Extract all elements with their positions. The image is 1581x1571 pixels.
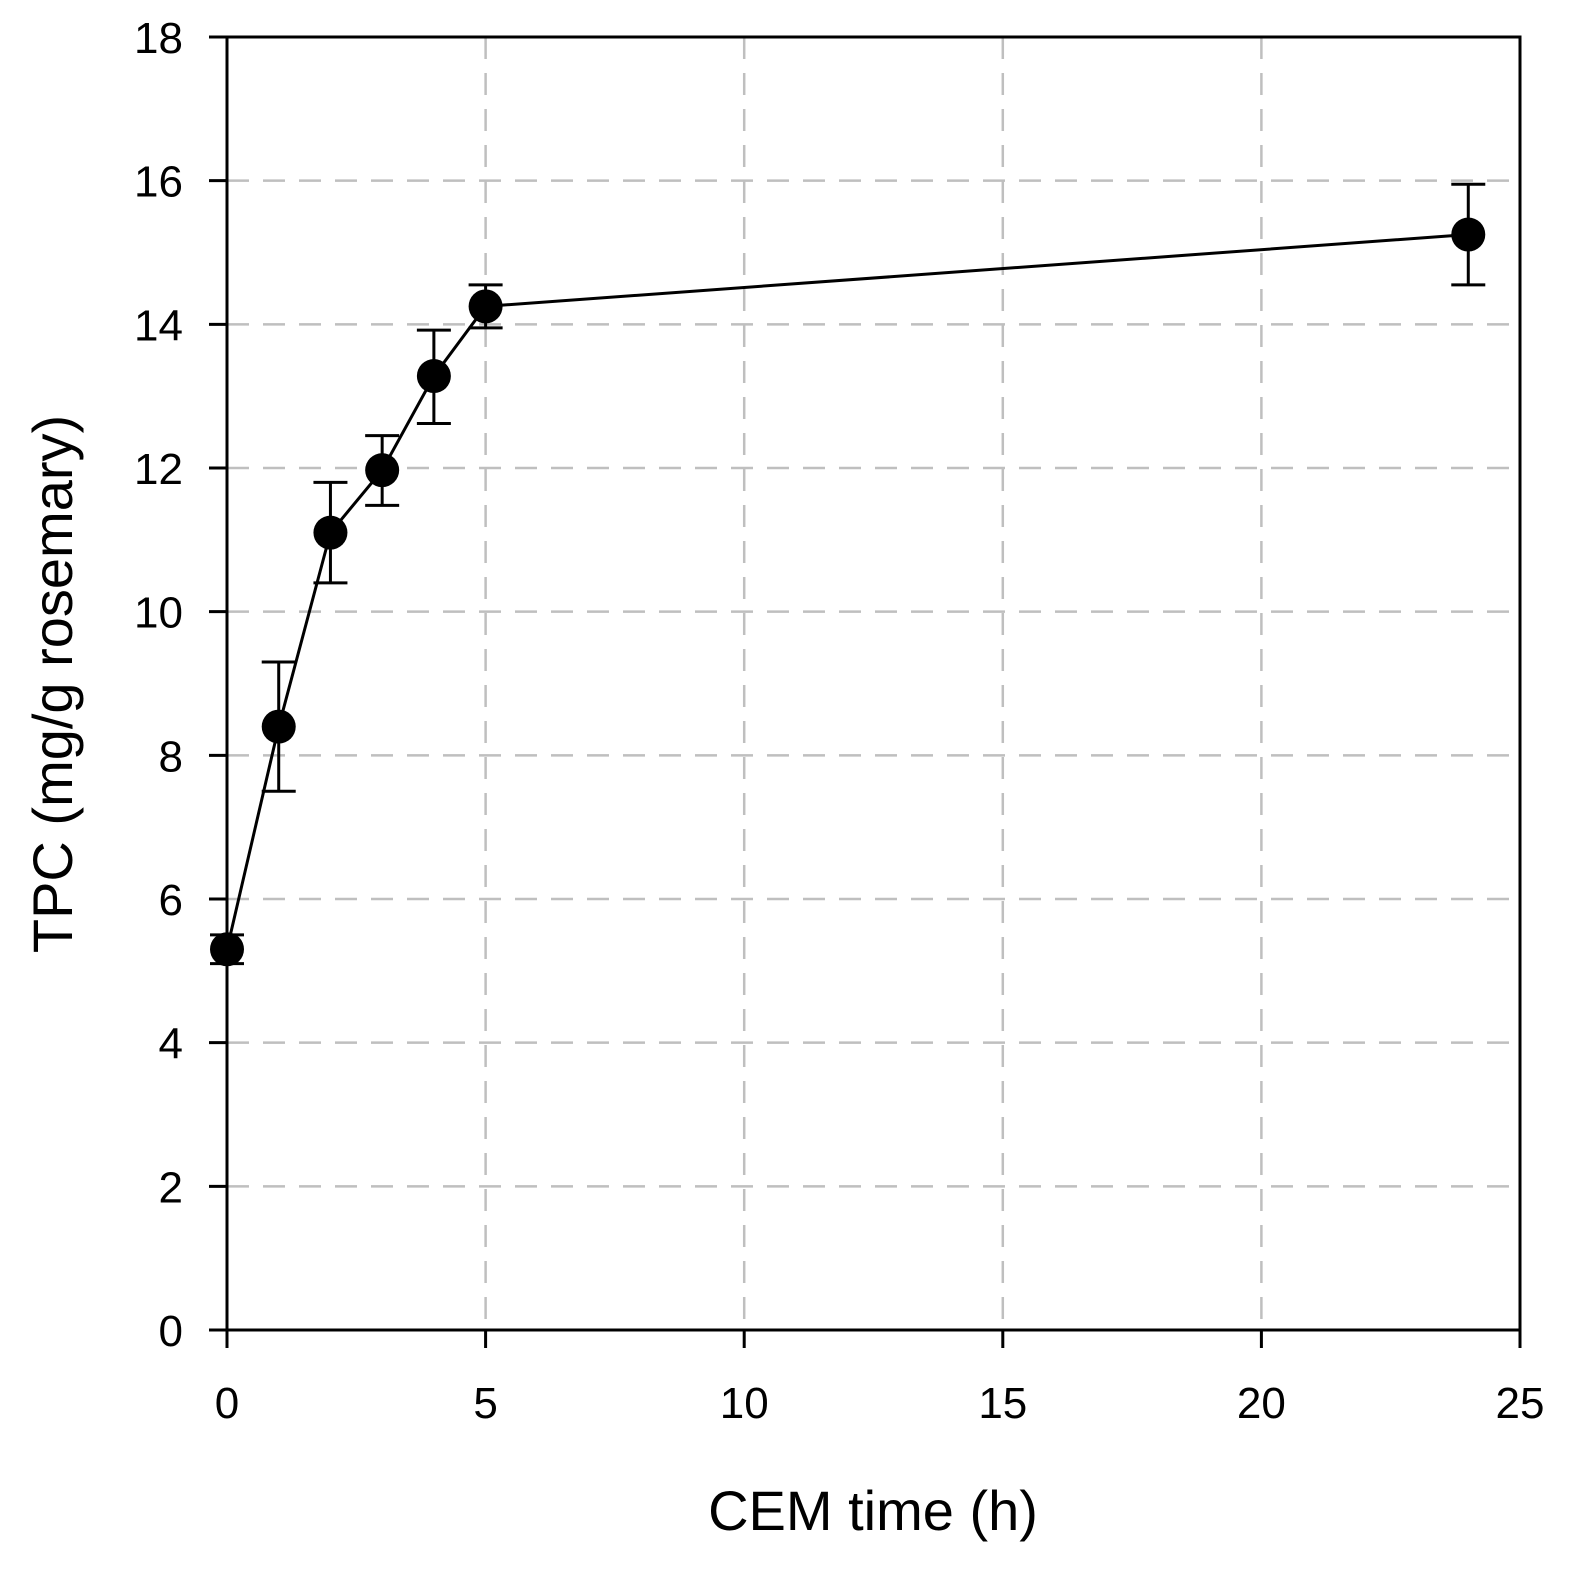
series-layer (225, 233, 1469, 950)
data-point-2 (313, 515, 348, 550)
series-line-0 (225, 233, 1469, 950)
x-tick-label-5: 5 (473, 1379, 497, 1428)
y-tick-label-0: 0 (159, 1307, 183, 1356)
y-tick-label-10: 10 (134, 589, 183, 638)
errbar-layer (210, 182, 1486, 966)
y-tick-label-16: 16 (134, 158, 183, 207)
x-tick-label-10: 10 (720, 1379, 769, 1428)
y-tick-label-18: 18 (134, 14, 183, 63)
data-point-5 (468, 289, 503, 324)
grid-layer (227, 37, 1520, 1330)
y-tick-label-8: 8 (159, 732, 183, 781)
plot-frame (225, 35, 1522, 1332)
y-tick-label-6: 6 (159, 876, 183, 925)
x-tick-label-0: 0 (215, 1379, 239, 1428)
axes-layer (225, 35, 1522, 1332)
y-tick-label-14: 14 (134, 301, 183, 350)
data-point-4 (416, 359, 451, 394)
y-tick-label-2: 2 (159, 1163, 183, 1212)
marker-layer (210, 217, 1486, 967)
y-tick-label-12: 12 (134, 445, 183, 494)
ticks-layer: 0 2 4 6 8 10 12 14 16 18 0 5 10 15 20 25 (134, 14, 1544, 1428)
y-tick-label-4: 4 (159, 1020, 183, 1069)
x-tick-label-15: 15 (978, 1379, 1027, 1428)
x-tick-label-25: 25 (1496, 1379, 1545, 1428)
x-axis-title: CEM time (h) (708, 1479, 1038, 1542)
data-point-1 (261, 709, 296, 744)
data-point-0 (210, 932, 244, 967)
x-tick-label-20: 20 (1237, 1379, 1286, 1428)
data-point-6 (1451, 217, 1486, 252)
data-point-3 (365, 453, 400, 488)
y-axis-title: TPC (mg/g rosemary) (21, 415, 84, 953)
